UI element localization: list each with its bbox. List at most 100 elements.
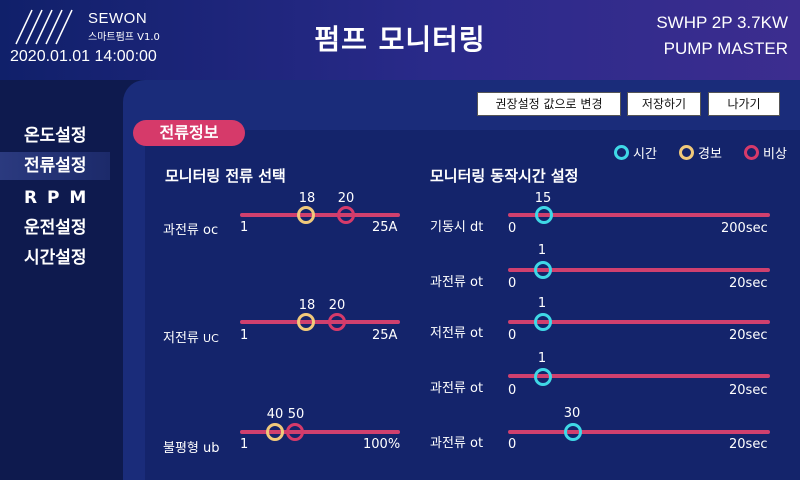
brand-name: SEWON xyxy=(88,10,148,27)
current-row-name: 과전류 xyxy=(163,223,199,238)
time-slider-track[interactable] xyxy=(508,213,770,217)
slider-min: 0 xyxy=(508,437,517,452)
time-slider-track[interactable] xyxy=(508,374,770,378)
emergency-value: 50 xyxy=(287,407,305,422)
legend-warning: 경보 xyxy=(679,143,722,162)
current-select-title: 모니터링 전류 선택 xyxy=(165,167,286,185)
emergency-handle[interactable] xyxy=(337,206,355,224)
current-row-code: ub xyxy=(203,441,220,456)
current-slider-track[interactable] xyxy=(240,430,400,434)
emergency-value: 20 xyxy=(337,191,355,206)
sidebar: 온도설정 전류설정 R P M 운전설정 시간설정 xyxy=(0,80,125,480)
time-value: 1 xyxy=(537,296,547,311)
time-value: 1 xyxy=(537,351,547,366)
slider-max: 20sec xyxy=(729,437,768,452)
logo-slashes-icon xyxy=(15,9,73,45)
time-handle[interactable] xyxy=(534,261,552,279)
slider-max: 25A xyxy=(372,328,398,343)
time-row-label: 저전류 ot xyxy=(430,322,483,341)
time-row-label: 과전류 ot xyxy=(430,271,483,290)
page-title: 펌프 모니터링 xyxy=(314,23,486,56)
time-ring-icon xyxy=(614,144,629,160)
datetime-display: 2020.01.01 14:00:00 xyxy=(10,48,157,65)
sidebar-item-current[interactable]: 전류설정 xyxy=(0,152,110,180)
slider-max: 25A xyxy=(372,220,398,235)
current-row-name: 불평형 xyxy=(163,441,199,456)
recommended-settings-button[interactable]: 권장설정 값으로 변경 xyxy=(477,92,621,116)
time-row-label: 기동시 dt xyxy=(430,216,483,235)
slider-max: 20sec xyxy=(729,383,768,398)
sidebar-item-operation[interactable]: 운전설정 xyxy=(24,218,87,238)
warning-value: 18 xyxy=(298,191,316,206)
current-row-label: 과전류 oc xyxy=(163,219,218,238)
time-row-code: ot xyxy=(470,326,484,341)
section-title: 전류정보 xyxy=(133,120,245,146)
model-info: SWHP 2P 3.7KW PUMP MASTER xyxy=(656,10,788,62)
exit-button[interactable]: 나가기 xyxy=(708,92,780,116)
slider-min: 1 xyxy=(240,437,249,452)
warning-handle[interactable] xyxy=(297,313,315,331)
time-row-code: ot xyxy=(470,381,484,396)
warning-handle[interactable] xyxy=(266,423,284,441)
slider-max: 20sec xyxy=(729,328,768,343)
time-row-name: 과전류 xyxy=(430,275,466,290)
time-slider-track[interactable] xyxy=(508,268,770,272)
sidebar-item-temperature[interactable]: 온도설정 xyxy=(24,126,87,146)
time-row-label: 과전류 ot xyxy=(430,432,483,451)
warning-value: 18 xyxy=(298,298,316,313)
time-value: 30 xyxy=(563,406,581,421)
emergency-handle[interactable] xyxy=(328,313,346,331)
slider-min: 0 xyxy=(508,276,517,291)
settings-area xyxy=(145,130,800,480)
brand-logo: SEWON 스마트펌프 V1.0 xyxy=(12,6,192,46)
legend-warning-label: 경보 xyxy=(698,146,722,162)
time-handle[interactable] xyxy=(564,423,582,441)
sidebar-item-time[interactable]: 시간설정 xyxy=(24,248,87,268)
sidebar-item-rpm[interactable]: R P M xyxy=(24,188,89,208)
slider-min: 1 xyxy=(240,220,249,235)
slider-min: 0 xyxy=(508,383,517,398)
time-row-name: 과전류 xyxy=(430,381,466,396)
time-row-label: 과전류 ot xyxy=(430,377,483,396)
slider-max: 100% xyxy=(363,437,401,452)
current-row-label: 불평형 ub xyxy=(163,437,220,456)
time-value: 1 xyxy=(537,243,547,258)
time-row-code: ot xyxy=(470,275,484,290)
time-handle[interactable] xyxy=(534,368,552,386)
model-line-1: SWHP 2P 3.7KW xyxy=(656,13,788,32)
slider-min: 0 xyxy=(508,328,517,343)
slider-max: 20sec xyxy=(729,276,768,291)
header-bar: SEWON 스마트펌프 V1.0 2020.01.01 14:00:00 펌프 … xyxy=(0,0,800,80)
time-handle[interactable] xyxy=(535,206,553,224)
slider-max: 200sec xyxy=(721,221,768,236)
time-settings-title: 모니터링 동작시간 설정 xyxy=(430,167,579,185)
slider-min: 1 xyxy=(240,328,249,343)
time-slider-track[interactable] xyxy=(508,320,770,324)
save-button[interactable]: 저장하기 xyxy=(627,92,701,116)
time-slider-track[interactable] xyxy=(508,430,770,434)
current-row-label: 저전류 UC xyxy=(163,327,219,346)
time-handle[interactable] xyxy=(534,313,552,331)
time-row-code: dt xyxy=(470,220,484,235)
legend-time-label: 시간 xyxy=(633,146,657,162)
legend-time: 시간 xyxy=(614,143,657,162)
current-slider-track[interactable] xyxy=(240,213,400,217)
current-row-name: 저전류 xyxy=(163,331,199,346)
brand-subtitle: 스마트펌프 V1.0 xyxy=(88,32,160,43)
legend-emergency: 비상 xyxy=(744,143,787,162)
time-value: 15 xyxy=(534,191,552,206)
time-row-name: 저전류 xyxy=(430,326,466,341)
time-row-name: 기동시 xyxy=(430,220,466,235)
slider-min: 0 xyxy=(508,221,517,236)
legend-emergency-label: 비상 xyxy=(763,146,787,162)
emergency-handle[interactable] xyxy=(286,423,304,441)
current-slider-track[interactable] xyxy=(240,320,400,324)
warning-handle[interactable] xyxy=(297,206,315,224)
current-row-code: oc xyxy=(203,223,219,238)
warning-ring-icon xyxy=(679,144,694,160)
model-line-2: PUMP MASTER xyxy=(663,39,788,58)
warning-value: 40 xyxy=(266,407,284,422)
emergency-value: 20 xyxy=(328,298,346,313)
time-row-code: ot xyxy=(470,436,484,451)
emergency-ring-icon xyxy=(744,144,759,160)
